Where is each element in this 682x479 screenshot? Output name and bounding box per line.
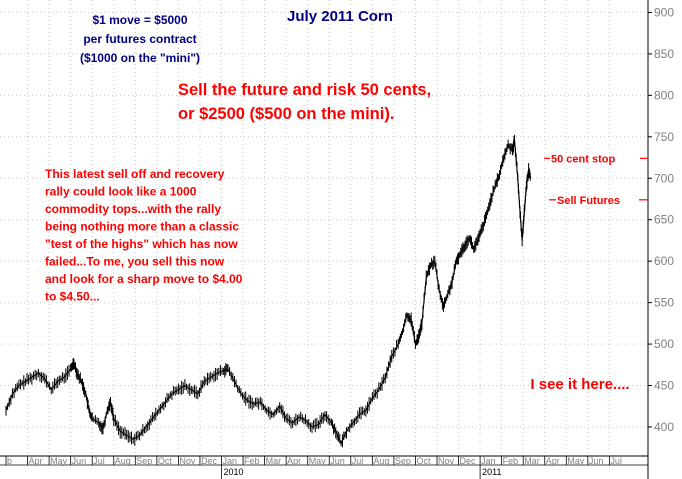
x-tick-label: Feb [244,456,260,466]
x-tick-label: Sep [395,456,411,466]
entry-label: Sell Futures [557,195,620,207]
x-tick-label: Jul [352,456,364,466]
x-axis: b Apr May Jun Jul Aug Sep Oct Nov Dec Jan Feb Mar Apr… [5,456,622,479]
y-tick-label: 800 [654,88,674,102]
commentary-line: and look for a sharp move to $4.00 [45,272,243,286]
price-series [5,134,532,448]
x-tick-label: Apr [29,456,43,466]
x-tick-label: Jul [93,456,105,466]
y-tick-label: 650 [654,213,674,227]
y-tick-label: 400 [654,420,674,434]
x-tick-label: Aug [373,456,389,466]
x-tick-label: Mar [524,456,540,466]
commentary-line: to $4.50... [45,290,100,304]
grid [0,0,649,479]
y-tick-label: 550 [654,296,674,310]
footer-note: I see it here.... [530,376,629,393]
trade-markers: 50 cent stop Sell Futures [544,153,648,207]
x-tick-label: Jun [72,456,87,466]
x-tick-label: May [50,456,68,466]
x-tick-label: Aug [115,456,131,466]
chart-title: July 2011 Corn [287,8,393,25]
trade-headline: Sell the future and risk 50 cents, or $25… [178,81,431,123]
headline-line: or $2500 ($500 on the mini). [178,105,394,123]
y-axis: 400 450 500 550 600 650 700 750 800 850 900 [648,5,674,434]
x-tick-label: Jul [610,456,622,466]
stop-label: 50 cent stop [551,153,615,165]
x-tick-label: Mar [266,456,282,466]
x-tick-label: Jun [589,456,604,466]
x-tick-label: Nov [179,456,196,466]
contract-note: $1 move = $5000 per futures contract ($100… [80,13,200,65]
headline-line: Sell the future and risk 50 cents, [178,81,431,99]
x-tick-label: May [567,456,585,466]
x-tick-label: Jun [330,456,345,466]
x-tick-label: Nov [438,456,455,466]
x-tick-label: Jan [481,456,496,466]
y-tick-label: 450 [654,379,674,393]
y-tick-label: 600 [654,254,674,268]
x-tick-label: Jan [223,456,238,466]
commentary-line: failed...To me, you sell this now [45,255,225,269]
commentary-line: "test of the highs" which has now [45,237,238,251]
x-tick-label: Feb [503,456,519,466]
x-tick-label: b [7,456,12,466]
y-tick-label: 500 [654,337,674,351]
contract-note-line: ($1000 on the "mini") [80,51,200,65]
commentary-line: This latest sell off and recovery [45,167,225,181]
x-tick-label: Sep [136,456,152,466]
x-tick-label: May [309,456,327,466]
x-tick-label: Oct [158,456,173,466]
commentary: This latest sell off and recovery rally c… [45,167,243,304]
x-tick-label: Dec [201,456,218,466]
x-tick-label: Dec [460,456,477,466]
commentary-line: being nothing more than a classic [45,220,239,234]
x-tick-label: Apr [546,456,560,466]
y-tick-label: 750 [654,130,674,144]
contract-note-line: per futures contract [83,32,196,46]
commentary-line: rally could look like a 1000 [45,185,197,199]
contract-note-line: $1 move = $5000 [92,13,187,27]
y-tick-label: 900 [654,5,674,19]
x-tick-label: Apr [287,456,301,466]
year-label: 2011 [482,467,501,477]
year-label: 2010 [224,467,244,477]
y-tick-label: 700 [654,171,674,185]
commentary-line: commodity tops...with the rally [45,202,221,216]
y-tick-label: 850 [654,47,674,61]
x-tick-label: Oct [416,456,431,466]
